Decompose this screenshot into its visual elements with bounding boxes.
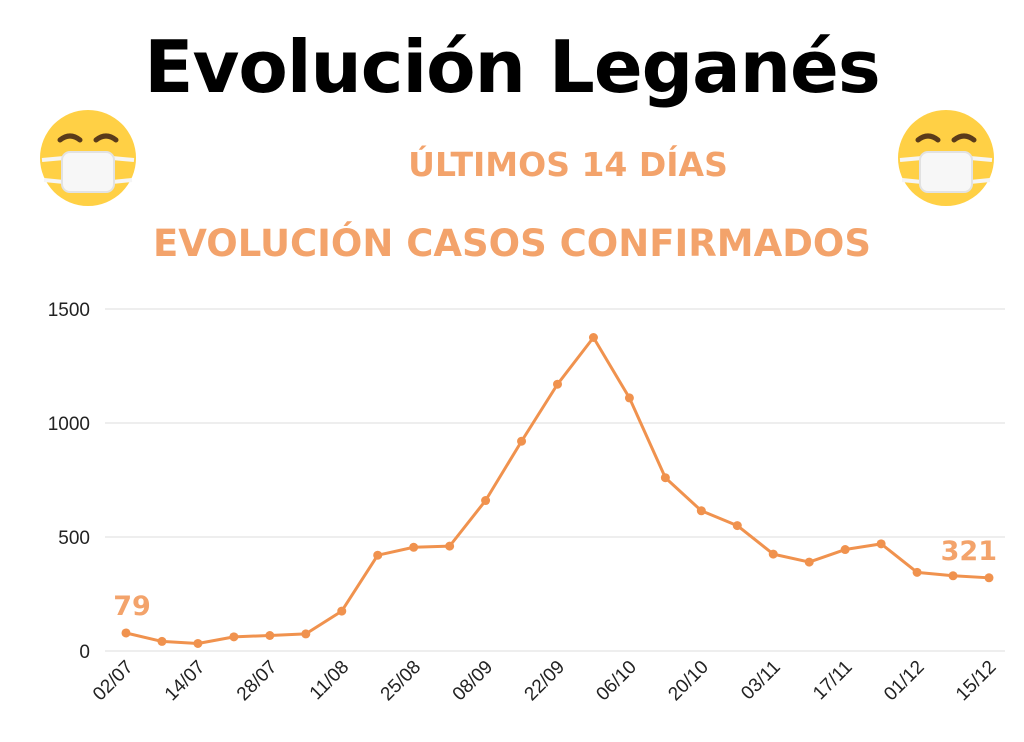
x-tick-label: 11/08 (306, 657, 353, 704)
x-tick-label: 02/07 (89, 657, 137, 705)
x-tick-label: 25/08 (377, 657, 425, 705)
y-tick-label: 1000 (48, 414, 90, 435)
data-point (337, 606, 347, 616)
data-point (481, 496, 491, 506)
data-label: 321 (941, 536, 997, 567)
data-point (984, 573, 994, 583)
x-tick-label: 22/09 (521, 657, 569, 705)
x-tick-label: 14/07 (161, 657, 209, 705)
y-tick-label: 500 (58, 528, 90, 549)
x-tick-label: 15/12 (952, 657, 1000, 705)
data-point (265, 630, 275, 640)
data-point (193, 638, 203, 648)
data-point (876, 539, 886, 549)
x-tick-label: 01/12 (880, 657, 928, 705)
data-point (157, 636, 167, 646)
data-point (373, 550, 383, 560)
data-point (912, 567, 922, 577)
data-point (409, 542, 419, 552)
x-tick-label: 06/10 (592, 657, 640, 705)
data-point (804, 557, 814, 567)
data-point (948, 571, 958, 581)
data-point (732, 521, 742, 531)
y-tick-label: 0 (79, 642, 90, 663)
x-tick-label: 28/07 (233, 657, 281, 705)
data-point (553, 379, 562, 389)
x-tick-label: 17/11 (809, 657, 856, 704)
data-point (840, 545, 850, 555)
x-tick-label: 08/09 (449, 657, 497, 705)
subtitle-confirmed-cases: EVOLUCIÓN CASOS CONFIRMADOS (152, 222, 872, 265)
x-tick-label: 20/10 (664, 657, 712, 705)
x-tick-label: 03/11 (737, 657, 784, 704)
data-point (229, 632, 239, 642)
data-point (301, 629, 311, 639)
data-point (588, 333, 598, 342)
data-point (121, 628, 131, 638)
y-tick-label: 1500 (48, 300, 90, 321)
data-point (624, 393, 634, 403)
page-title: Evolución Leganés (144, 25, 880, 109)
subtitle-last-14-days: ÚLTIMOS 14 DÍAS (408, 145, 728, 184)
face-with-medical-mask-icon (40, 110, 136, 206)
data-label: 79 (113, 591, 151, 622)
data-point (696, 506, 706, 516)
data-point (768, 549, 778, 559)
data-point (660, 473, 670, 483)
data-point (517, 436, 527, 446)
data-point (445, 541, 455, 551)
face-with-medical-mask-icon (898, 110, 994, 206)
